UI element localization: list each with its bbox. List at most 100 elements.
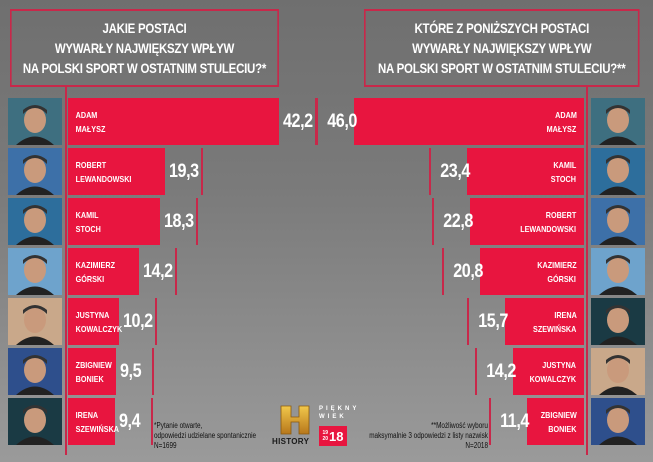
badge-text: 20 [322,436,329,442]
title-line: WYWARŁY NAJWIĘKSZY WPŁYW [54,40,235,56]
bar-end-marker [175,248,177,295]
history-logo-icon [280,405,310,435]
bar: KAZIMIERZ GÓRSKI [68,248,139,295]
bar: ZBIGNIEW BONIEK [527,398,584,445]
bar: JUSTYNA KOWALCZYK [68,298,123,345]
badge-text: 18 [329,428,344,444]
bar-end-marker [475,348,477,395]
portrait [591,148,645,195]
bar-end-marker [152,348,154,395]
title-line: NA POLSKI SPORT W OSTATNIM STULECIU?* [22,60,267,76]
bar-end-marker [151,398,153,445]
left-chart-title: JAKIE POSTACI WYWARŁY NAJWIĘKSZY WPŁYW N… [10,9,279,87]
bar: JUSTYNA KOWALCZYK [513,348,584,395]
divider [65,87,67,455]
bar: KAMIL STOCH [68,198,160,245]
person-last-name: STOCH [551,173,577,184]
person-first-name: KAZIMIERZ [537,259,577,270]
person-last-name: STOCH [75,223,101,234]
portrait-icon [8,398,62,445]
portrait-icon [8,198,62,245]
portrait-icon [591,348,645,395]
bar: KAZIMIERZ GÓRSKI [480,248,584,295]
portrait [8,398,62,445]
person-first-name: KAMIL [75,209,99,220]
bar-value: 14,2 [486,361,516,382]
portrait [591,248,645,295]
footnote-line: **Możliwość wyboru [431,421,488,430]
bar: ROBERT LEWANDOWSKI [470,198,584,245]
person-first-name: IRENA [75,409,99,420]
bar-end-marker [467,298,469,345]
footnote-line: N=2018 [465,441,488,450]
portrait [591,298,645,345]
bar-value: 22,8 [443,211,473,232]
history-logo-text: HISTORY [272,437,310,446]
person-first-name: IRENA [553,309,577,320]
person-last-name: KOWALCZYK [75,323,123,334]
bar-end-marker [155,298,157,345]
bar-end-marker [489,398,491,445]
person-last-name: GÓRSKI [547,273,577,284]
bar-value: 9,5 [120,361,142,382]
bar: ROBERT LEWANDOWSKI [68,148,165,195]
portrait [8,198,62,245]
portrait-icon [591,148,645,195]
bar-value: 20,8 [453,261,483,282]
portrait-icon [8,248,62,295]
person-last-name: LEWANDOWSKI [520,223,577,234]
person-first-name: JUSTYNA [542,359,577,370]
portrait [8,348,62,395]
person-last-name: MAŁYSZ [75,123,106,134]
portrait [591,348,645,395]
person-first-name: ADAM [75,109,98,120]
right-footnote: **Możliwość wyboru maksymalnie 3 odpowie… [368,421,488,451]
person-first-name: ROBERT [545,209,577,220]
person-first-name: ROBERT [75,159,107,170]
person-first-name: KAMIL [553,159,577,170]
bar-end-marker [442,248,444,295]
right-chart-title: KTÓRE Z PONIŻSZYCH POSTACI WYWARŁY NAJWI… [364,9,640,87]
portrait [591,98,645,145]
portrait-icon [8,98,62,145]
person-last-name: LEWANDOWSKI [75,173,132,184]
person-last-name: SZEWIŃSKA [533,323,577,334]
divider [586,87,588,455]
title-line: WYWARŁY NAJWIĘKSZY WPŁYW [412,40,592,56]
bar-value: 19,3 [169,161,199,182]
portrait [8,298,62,345]
bar: IRENA SZEWIŃSKA [68,398,119,445]
title-line: JAKIE POSTACI [102,20,187,36]
bar-end-marker [429,148,431,195]
portrait-icon [591,298,645,345]
bar-value: 10,2 [123,311,153,332]
person-first-name: ZBIGNIEW [75,359,112,370]
bar-value: 23,4 [440,161,470,182]
bar-end-marker [196,198,198,245]
bar: KAMIL STOCH [467,148,584,195]
piekny-wiek-logo: PIĘKNY WIEK [319,405,359,421]
logo-text: WIEK [319,414,347,420]
person-last-name: BONIEK [548,423,577,434]
person-first-name: JUSTYNA [75,309,110,320]
portrait-icon [591,98,645,145]
footnote-line: *Pytanie otwarte, [154,421,203,430]
footnote-line: odpowiedzi udzielane spontanicznie [154,431,257,440]
portrait [8,248,62,295]
bar-value: 42,2 [283,111,313,132]
portrait [8,148,62,195]
person-first-name: ADAM [554,109,577,120]
title-line: KTÓRE Z PONIŻSZYCH POSTACI [414,20,590,36]
bar: ADAM MAŁYSZ [354,98,584,145]
bar-end-marker [316,98,318,145]
bar-end-marker [201,148,203,195]
bar-value: 11,4 [500,411,529,432]
portrait [8,98,62,145]
portrait-icon [591,198,645,245]
left-footnote: *Pytanie otwarte, odpowiedzi udzielane s… [154,421,256,451]
person-last-name: MAŁYSZ [546,123,577,134]
person-last-name: SZEWIŃSKA [75,423,119,434]
portrait [591,198,645,245]
person-last-name: KOWALCZYK [529,373,577,384]
portrait-icon [8,148,62,195]
